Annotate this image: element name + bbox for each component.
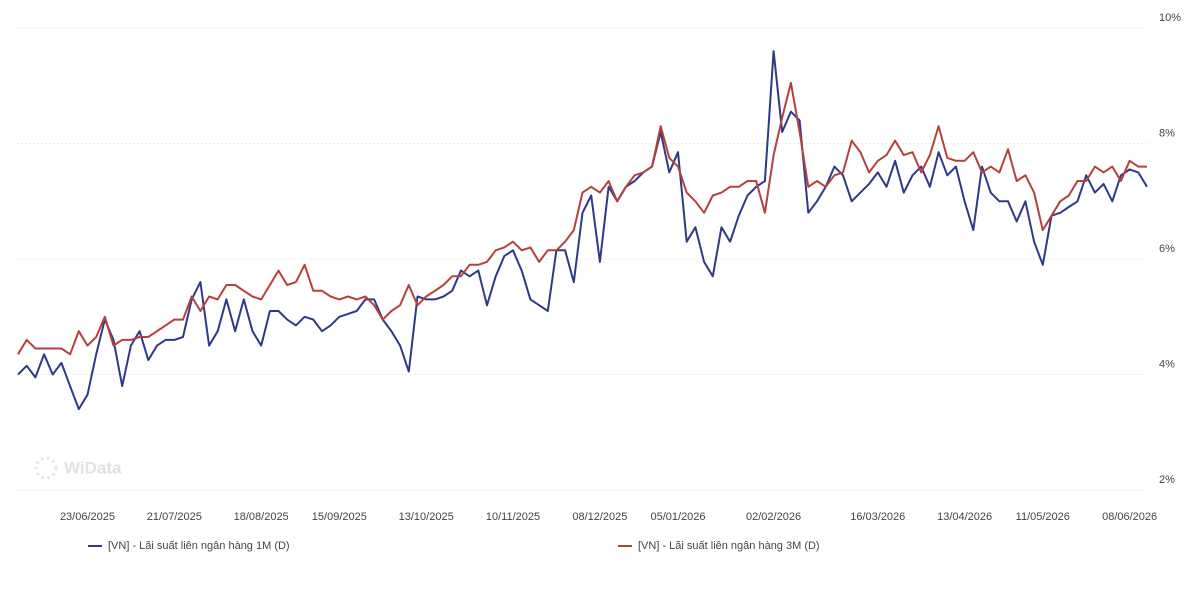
legend-label: [VN] - Lãi suất liên ngân hàng 3M (D) <box>638 540 820 552</box>
watermark-logo <box>34 456 58 480</box>
y-tick-label: 10% <box>1159 12 1181 24</box>
y-tick-label: 4% <box>1159 358 1175 370</box>
x-tick-label: 21/07/2025 <box>147 511 202 523</box>
y-tick-label: 2% <box>1159 474 1175 486</box>
series-line <box>17 50 1148 411</box>
legend-label: [VN] - Lãi suất liên ngân hàng 1M (D) <box>108 540 290 552</box>
y-tick-label: 8% <box>1159 127 1175 139</box>
x-tick-label: 08/12/2025 <box>572 511 627 523</box>
x-tick-label: 11/05/2026 <box>1016 511 1070 523</box>
x-tick-label: 15/09/2025 <box>312 511 367 523</box>
x-tick-label: 16/03/2026 <box>850 511 905 523</box>
x-tick-label: 05/01/2026 <box>650 511 705 523</box>
watermark: WiData <box>64 458 122 477</box>
y-tick-label: 6% <box>1159 243 1175 255</box>
x-tick-label: 13/04/2026 <box>937 511 992 523</box>
x-tick-label: 23/06/2025 <box>60 511 115 523</box>
x-tick-label: 02/02/2026 <box>746 511 801 523</box>
series-line <box>17 81 1147 356</box>
x-tick-label: 13/10/2025 <box>399 511 454 523</box>
x-tick-label: 08/06/2026 <box>1102 511 1157 523</box>
x-tick-label: 18/08/2025 <box>234 511 289 523</box>
watermark-group: WiData <box>34 456 122 480</box>
x-tick-label: 10/11/2025 <box>486 511 540 523</box>
